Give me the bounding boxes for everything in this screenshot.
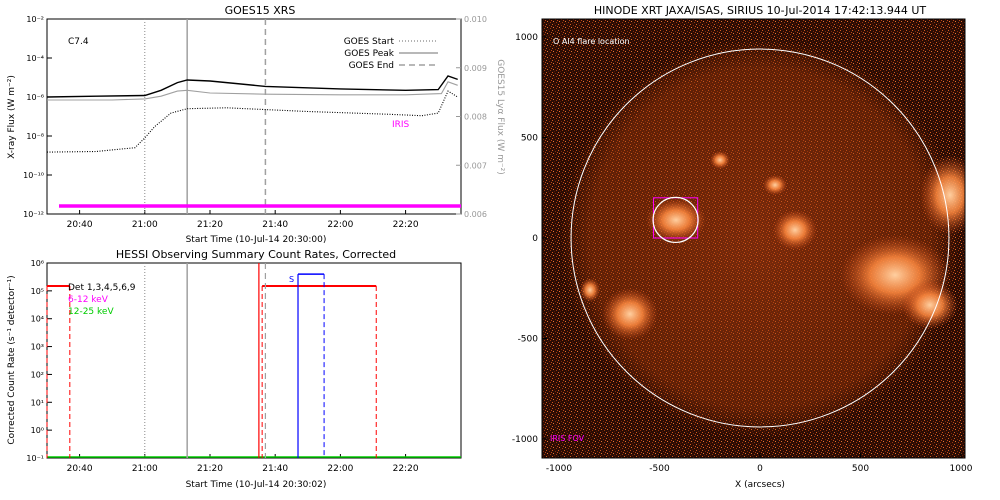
- goes-xlabel: Start Time (10-Jul-14 20:30:00): [186, 235, 327, 245]
- xrt-solar-limb: [570, 48, 950, 428]
- xrt-image: [542, 19, 965, 458]
- goes-x-tick-label: 20:40: [67, 220, 93, 230]
- hessi-y-tick-label: 10⁶: [31, 259, 44, 268]
- xrt-y-tick-label: -500: [518, 335, 539, 345]
- hessi-panel: HESSI Observing Summary Count Rates, Cor…: [7, 248, 462, 490]
- goes-long-flux-line: [46, 75, 458, 98]
- hessi-legend-det: Det 1,3,4,5,6,9: [68, 283, 136, 293]
- goes-legend: GOES Start GOES Peak GOES End: [344, 37, 438, 71]
- goes-lya-flux-line: [47, 81, 458, 101]
- goes-x-tick-label: 22:00: [327, 220, 353, 230]
- hessi-legend-12-25: 12-25 keV: [68, 307, 114, 317]
- xrt-fov-label: IRIS FOV: [550, 434, 585, 443]
- goes-y-tick-label: 10⁻⁶: [26, 93, 44, 102]
- goes-ylabel: X-ray Flux (W m⁻²): [7, 75, 17, 159]
- hessi-x-tick-label: 21:00: [132, 464, 158, 474]
- xrt-x-tick-label: -500: [649, 464, 670, 474]
- goes-series: [46, 19, 461, 214]
- goes-y2label: GOES15 Lyα Flux (W m⁻²): [495, 59, 505, 175]
- goes-x-tick-label: 22:20: [393, 220, 419, 230]
- goes-y-tick-label: 10⁻¹⁰: [23, 171, 44, 180]
- goes-y2-tick-label: 0.009: [464, 64, 487, 73]
- hessi-legend-6-12: 6-12 keV: [68, 295, 109, 305]
- goes-flare-class: C7.4: [68, 37, 89, 47]
- xrt-flare-label: O AI4 flare location: [553, 37, 630, 46]
- xrt-xlabel: X (arcsecs): [735, 480, 785, 490]
- hessi-y-tick-label: 10⁴: [31, 315, 44, 324]
- goes-legend-end-label: GOES End: [349, 61, 394, 71]
- hessi-ylabel: Corrected Count Rate (s⁻¹ detector⁻¹): [7, 275, 17, 444]
- xrt-x-tick-label: -1000: [546, 464, 572, 474]
- xrt-x-tick-label: 0: [757, 464, 763, 474]
- goes-plot-frame: [46, 18, 462, 215]
- goes-legend-start-label: GOES Start: [344, 37, 395, 47]
- hessi-x-tick-label: 21:20: [197, 464, 223, 474]
- hessi-xlabel: Start Time (10-Jul-14 20:30:02): [186, 480, 327, 490]
- hessi-series: [46, 263, 461, 458]
- goes-y-tick-label: 10⁻¹²: [23, 210, 44, 219]
- hessi-y-tick-label: 10⁻¹: [26, 454, 44, 463]
- goes-y2-tick-label: 0.007: [464, 161, 487, 170]
- goes-y2-tick-label: 0.006: [464, 210, 487, 219]
- xrt-title: HINODE XRT JAXA/ISAS, SIRIUS 10-Jul-2014…: [594, 4, 927, 17]
- goes-panel: GOES15 XRS 20:40 21:00 21:20 21:40 22:00 22:2…: [7, 4, 505, 245]
- goes-legend-peak-label: GOES Peak: [344, 49, 394, 59]
- hessi-x-tick-label: 22:00: [327, 464, 353, 474]
- hessi-x-tick-label: 22:20: [393, 464, 419, 474]
- xrt-overlay: [570, 48, 950, 428]
- goes-axis-ticks: 20:40 21:00 21:20 21:40 22:00 22:20 10⁻² 10⁻⁴ 10…: [23, 15, 487, 230]
- xrt-panel: HINODE XRT JAXA/ISAS, SIRIUS 10-Jul-2014…: [512, 4, 973, 490]
- hessi-x-tick-label: 20:40: [67, 464, 93, 474]
- goes-x-tick-label: 21:40: [262, 220, 288, 230]
- goes-short-flux-line: [46, 90, 458, 153]
- xrt-flare-circle: [652, 196, 699, 244]
- hessi-y-tick-label: 10²: [31, 370, 44, 379]
- hessi-x-tick-label: 21:40: [262, 464, 288, 474]
- goes-x-tick-label: 21:20: [197, 220, 223, 230]
- goes-y-tick-label: 10⁻⁸: [26, 132, 44, 141]
- hessi-y-tick-label: 10¹: [31, 398, 44, 407]
- hessi-title: HESSI Observing Summary Count Rates, Cor…: [116, 248, 396, 261]
- xrt-x-tick-label: 1000: [950, 464, 973, 474]
- goes-x-tick-label: 21:00: [132, 220, 158, 230]
- xrt-axis-ticks: -1000 -500 0 500 1000 1000 500 0 -500 -1000: [512, 33, 973, 474]
- xrt-y-tick-label: 0: [532, 234, 538, 244]
- xrt-y-tick-label: 500: [521, 134, 538, 144]
- hessi-legend: Det 1,3,4,5,6,9 6-12 keV 12-25 keV: [68, 283, 136, 317]
- xrt-y-tick-label: 1000: [515, 33, 538, 43]
- goes-y2-tick-label: 0.010: [464, 15, 487, 24]
- hessi-y-tick-label: 10⁵: [31, 287, 44, 296]
- xrt-x-tick-label: 500: [852, 464, 869, 474]
- hessi-saa-label: S: [289, 275, 294, 284]
- goes-y2-tick-label: 0.008: [464, 113, 487, 122]
- xrt-y-tick-label: -1000: [512, 435, 538, 445]
- goes-iris-label: IRIS: [392, 120, 410, 130]
- goes-title: GOES15 XRS: [225, 4, 296, 17]
- hessi-axis-ticks: 20:40 21:00 21:20 21:40 22:00 22:20 10⁶ 10⁵ 10⁴ 1…: [26, 259, 418, 474]
- goes-y-tick-label: 10⁻⁴: [26, 54, 44, 63]
- goes-y-tick-label: 10⁻²: [26, 15, 44, 24]
- hessi-y-tick-label: 10³: [31, 343, 44, 352]
- hessi-y-tick-label: 10⁰: [31, 426, 44, 435]
